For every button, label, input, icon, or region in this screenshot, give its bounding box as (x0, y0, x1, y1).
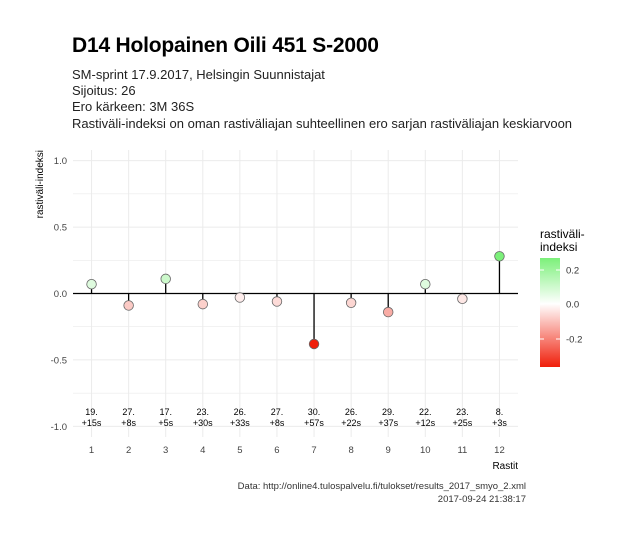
y-tick-label: 0.0 (54, 289, 67, 300)
rank-label: 23. (197, 407, 210, 417)
rank-label: 29. (382, 407, 395, 417)
y-tick-label: -1.0 (51, 422, 67, 433)
rank-label: 8. (496, 407, 504, 417)
lollipop-point (123, 300, 134, 311)
diff-label: +57s (304, 418, 324, 428)
x-tick-label: 6 (274, 445, 279, 456)
lollipop-point (383, 306, 394, 318)
x-tick-label: 4 (200, 445, 205, 456)
subtitle-description: Rastiväli-indeksi on oman rastiväliajan … (72, 116, 573, 131)
x-tick-label: 1 (89, 445, 94, 456)
x-tick-label: 11 (457, 445, 467, 456)
x-tick-label: 3 (163, 445, 168, 456)
x-tick-label: 8 (348, 445, 353, 456)
diff-label: +37s (378, 418, 398, 428)
color-legend: 0.2 0.0 -0.2 (540, 258, 582, 367)
lollipop-point (457, 293, 468, 305)
diff-label: +15s (82, 418, 102, 428)
rank-label: 22. (419, 407, 432, 417)
legend-colorbar (540, 258, 560, 367)
diff-label: +5s (158, 418, 173, 428)
y-tick-label: 0.5 (54, 223, 67, 234)
lollipop-point (86, 278, 97, 290)
lollipop-point (420, 278, 431, 290)
legend-title: rastiväli- indeksi (540, 227, 585, 254)
caption-timestamp: 2017-09-24 21:38:17 (437, 494, 526, 505)
x-tick-label: 7 (311, 445, 316, 456)
lollipop-point (197, 298, 208, 310)
lollipop-point (494, 251, 505, 262)
lollipop-point (160, 273, 171, 285)
subtitle-placement: Sijoitus: 26 (72, 83, 136, 98)
subtitle-event: SM-sprint 17.9.2017, Helsingin Suunnista… (72, 67, 325, 82)
x-axis-label: Rastit (492, 461, 518, 472)
rank-label: 27. (271, 407, 284, 417)
data-marks (86, 251, 505, 350)
legend-tick-label: 0.0 (566, 300, 579, 311)
rank-label: 17. (159, 407, 172, 417)
axes: 1.00.50.0-0.5-1.01 2 3 4 5 6 7 8 9 10 11 12Rastitra… (35, 150, 518, 472)
subtitle-gap-to-leader: Ero kärkeen: 3M 36S (72, 99, 195, 114)
lollipop-point (345, 297, 357, 309)
annotations: 19.+15s27.+8s17.+5s23.+30s26.+33s27.+8s3… (82, 407, 508, 428)
diff-label: +33s (230, 418, 250, 428)
rank-label: 19. (85, 407, 98, 417)
lollipop-point (234, 292, 246, 303)
chart-title: D14 Holopainen Oili 451 S-2000 (72, 34, 379, 57)
x-tick-label: 9 (386, 445, 391, 456)
caption-source: Data: http://online4.tulospalvelu.fi/tul… (237, 481, 526, 492)
y-tick-label: -0.5 (51, 355, 67, 366)
rank-label: 26. (345, 407, 358, 417)
x-tick-label: 2 (126, 445, 131, 456)
y-tick-label: 1.0 (54, 156, 67, 167)
rank-label: 30. (308, 407, 321, 417)
diff-label: +22s (341, 418, 361, 428)
diff-label: +8s (121, 418, 136, 428)
diff-label: +30s (193, 418, 213, 428)
lollipop-point (308, 338, 320, 350)
rank-label: 23. (456, 407, 469, 417)
x-tick-label: 12 (494, 445, 505, 456)
lollipop-point (271, 296, 283, 307)
diff-label: +8s (270, 418, 285, 428)
legend-tick-label: 0.2 (566, 266, 579, 277)
x-tick-label: 10 (420, 445, 431, 456)
diff-label: +12s (415, 418, 435, 428)
rank-label: 27. (122, 407, 135, 417)
x-tick-label: 5 (237, 445, 242, 456)
rank-label: 26. (234, 407, 247, 417)
diff-label: +25s (452, 418, 472, 428)
y-axis-label: rastiväli-indeksi (35, 150, 46, 218)
legend-tick-label: -0.2 (566, 335, 582, 346)
diff-label: +3s (492, 418, 507, 428)
